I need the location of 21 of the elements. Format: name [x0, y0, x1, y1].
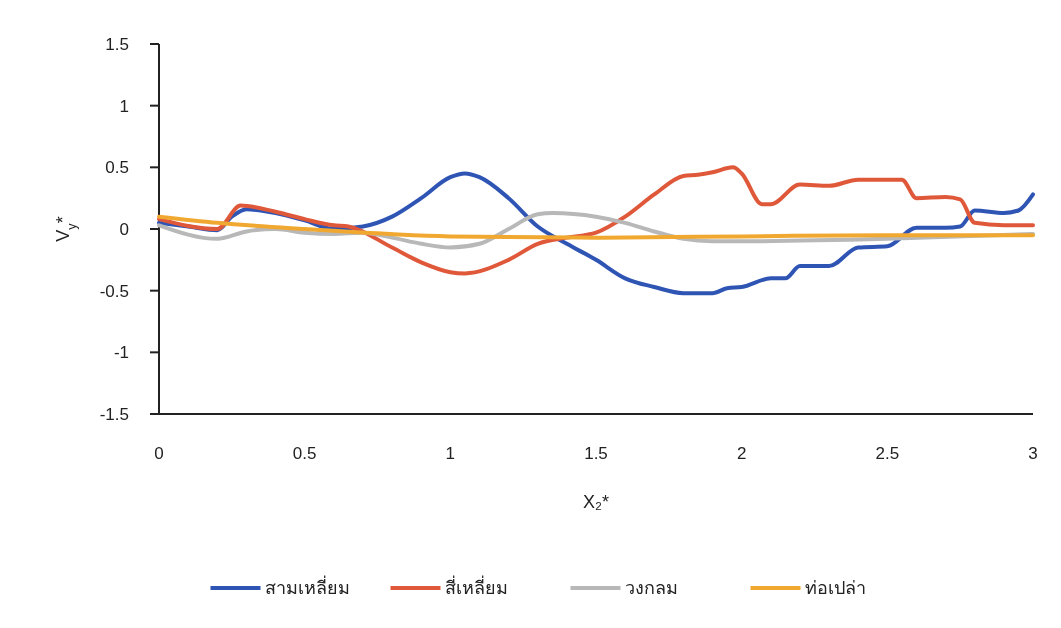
legend-label: สามเหลี่ยม: [264, 575, 350, 599]
x-tick-label: 0.5: [292, 444, 317, 463]
x-axis-title: X₂*: [583, 492, 609, 512]
x-tick-label: 0: [154, 444, 164, 463]
y-tick-label: 0.5: [105, 158, 129, 178]
x-tick-label: 2: [736, 444, 747, 463]
x-tick-label: 1.5: [584, 444, 608, 463]
legend-label: วงกลม: [624, 578, 678, 599]
y-tick-label: 1.5: [105, 34, 129, 54]
line-series: [157, 214, 1035, 240]
y-tick-label: 0: [119, 219, 129, 239]
legend-label: สี่เหลี่ยม: [444, 575, 508, 599]
y-tick-label: -1: [113, 343, 129, 363]
x-tick-label: 2.5: [875, 444, 900, 463]
legend-label: ท่อเปล่า: [804, 578, 866, 599]
x-tick-label: 1: [445, 444, 456, 463]
y-tick-label: 1: [119, 96, 129, 116]
y-tick-label: -1.5: [99, 404, 129, 424]
line-series: [157, 165, 1035, 276]
y-tick-label: -0.5: [99, 281, 129, 301]
x-tick-label: 3: [1028, 444, 1038, 463]
